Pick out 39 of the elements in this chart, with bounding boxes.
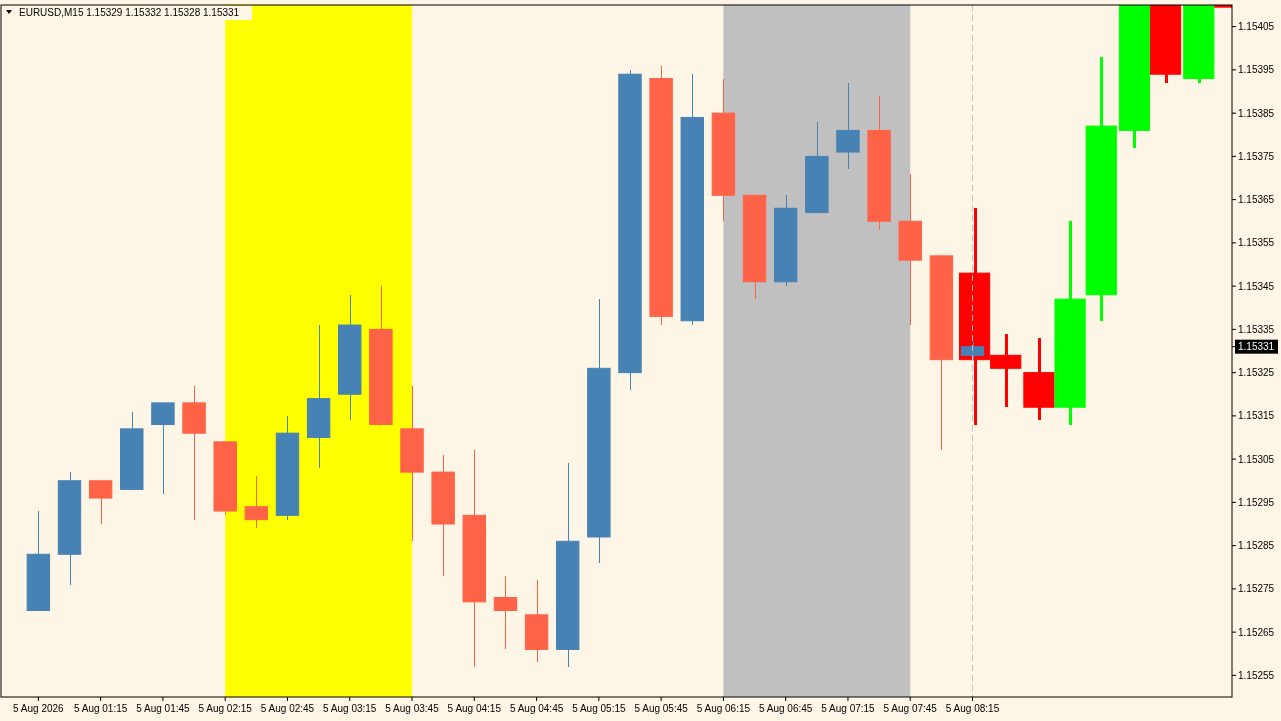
y-tick-label: 1.15331: [1238, 341, 1275, 353]
y-tick-label: 1.15305: [1238, 453, 1275, 465]
candlestick: [836, 82, 860, 170]
y-tick-label: 1.15405: [1238, 21, 1275, 33]
chart-title: EURUSD,M15 1.15329 1.15332 1.15328 1.15331: [19, 7, 240, 18]
y-tick-label: 1.15315: [1238, 410, 1275, 422]
x-tick-label: 5 Aug 06:15: [696, 703, 751, 714]
y-tick-label: 1.15385: [1238, 107, 1275, 119]
y-tick-label: 1.15255: [1238, 669, 1275, 681]
candlestick: [88, 480, 113, 525]
x-tick-label: 5 Aug 05:15: [572, 703, 626, 714]
x-tick-label: 5 Aug 07:15: [821, 703, 876, 714]
x-tick-label: 5 Aug 02:15: [198, 703, 253, 714]
x-tick-label: 5 Aug 03:15: [323, 703, 377, 714]
x-tick-label: 5 Aug 04:15: [447, 703, 502, 714]
y-tick-label: 1.15395: [1238, 64, 1275, 76]
y-tick-label: 1.15355: [1238, 237, 1275, 249]
candlestick: [244, 475, 269, 529]
x-tick-label: 5 Aug 06:45: [758, 703, 813, 714]
x-tick-label: 5 Aug 2026: [13, 703, 65, 714]
x-tick-label: 5 Aug 02:45: [260, 703, 315, 714]
x-tick-label: 5 Aug 08:15: [945, 703, 1000, 714]
x-tick-label: 5 Aug 05:45: [634, 703, 689, 714]
candlestick: [493, 575, 518, 650]
y-tick-label: 1.15345: [1238, 280, 1275, 292]
y-tick-label: 1.15365: [1238, 194, 1275, 206]
x-tick-label: 5 Aug 03:45: [385, 703, 440, 714]
y-tick-label: 1.15285: [1238, 540, 1275, 552]
y-tick-label: 1.15335: [1238, 323, 1275, 335]
y-tick-label: 1.15275: [1238, 583, 1275, 595]
candlestick: [151, 402, 175, 495]
y-tick-label: 1.15295: [1238, 496, 1275, 508]
y-tick-label: 1.15375: [1238, 150, 1275, 162]
x-tick-label: 5 Aug 01:15: [73, 703, 128, 714]
x-tick-label: 5 Aug 07:45: [883, 703, 938, 714]
x-tick-label: 5 Aug 04:45: [509, 703, 564, 714]
y-tick-label: 1.15265: [1238, 626, 1275, 638]
x-tick-label: 5 Aug 01:45: [136, 703, 191, 714]
y-tick-label: 1.15325: [1238, 367, 1275, 379]
